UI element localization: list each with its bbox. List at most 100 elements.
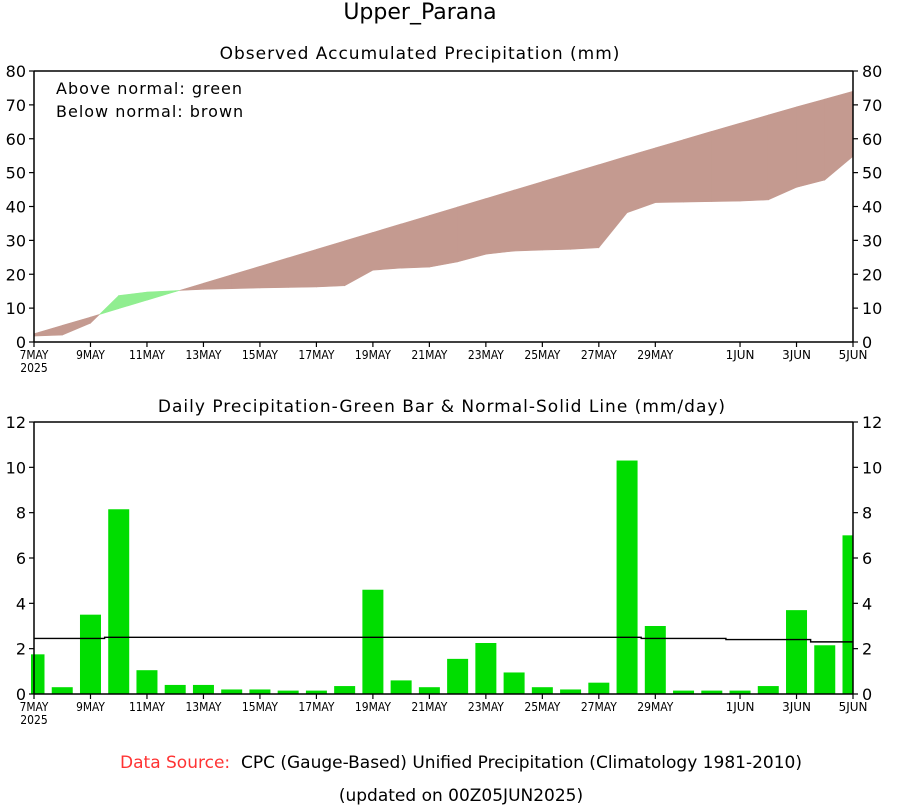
- x-tick-label: 17MAY: [298, 348, 334, 362]
- y-tick-label-right: 0: [862, 685, 872, 704]
- y-tick-label-right: 40: [862, 198, 882, 217]
- accumulated-chart: 0 0 10 10 20 20 30 30 40 40 50 50 60 60 70 70 80 80 7MAY20…: [6, 62, 883, 375]
- daily-precip-bar: [51, 687, 73, 694]
- daily-precip-bar: [531, 687, 553, 694]
- x-tick-label: 25MAY: [524, 700, 560, 714]
- x-tick-label: 29MAY: [637, 700, 673, 714]
- legend-above-normal: Above normal: green: [56, 79, 244, 98]
- daily-precip-bar: [305, 690, 327, 694]
- daily-precip-bar: [757, 686, 779, 694]
- y-tick-label-left: 40: [6, 198, 26, 217]
- daily-precip-bar: [79, 614, 101, 694]
- x-tick-label: 1JUN: [726, 348, 755, 362]
- y-tick-label-right: 70: [862, 96, 882, 115]
- below-normal-area: [61, 316, 91, 336]
- y-tick-label-left: 2: [16, 640, 26, 659]
- y-tick-label-right: 10: [862, 458, 882, 477]
- y-tick-label-right: 2: [862, 640, 872, 659]
- x-tick-label: 3JUN: [782, 348, 811, 362]
- daily-precip-bar: [475, 643, 497, 694]
- below-normal-area: [203, 274, 232, 290]
- below-normal-area: [570, 164, 600, 250]
- below-normal-area: [626, 147, 656, 214]
- x-tick-label: 13MAY: [185, 348, 221, 362]
- daily-precip-bar: [418, 687, 440, 694]
- daily-precip-bar: [192, 684, 214, 694]
- daily-precip-bar: [729, 690, 751, 694]
- x-tick-label: 7MAY: [20, 700, 49, 714]
- y-tick-label-right: 80: [862, 62, 882, 81]
- y-tick-label-right: 12: [862, 413, 882, 432]
- below-normal-area: [316, 240, 345, 288]
- legend-below-normal: Below normal: brown: [56, 102, 245, 121]
- daily-precip-bar: [814, 645, 836, 694]
- daily-precip-bar: [334, 686, 356, 694]
- daily-precip-bar: [31, 654, 45, 694]
- x-tick-label: 11MAY: [129, 700, 165, 714]
- y-tick-label-right: 60: [862, 130, 882, 149]
- y-tick-label-right: 30: [862, 231, 882, 250]
- above-normal-area: [118, 291, 148, 310]
- below-normal-area: [259, 257, 289, 289]
- below-normal-area: [179, 282, 204, 291]
- daily-precip-bar: [786, 610, 808, 694]
- below-normal-area: [429, 206, 458, 268]
- daily-precip-bar: [249, 689, 271, 694]
- below-normal-area: [767, 106, 797, 201]
- y-tick-label-left: 30: [6, 231, 26, 250]
- y-tick-label-left: 6: [16, 549, 26, 568]
- x-tick-label: 11MAY: [129, 348, 165, 362]
- x-tick-label: 15MAY: [242, 348, 278, 362]
- y-tick-label-left: 50: [6, 164, 26, 183]
- x-tick-label: 5JUN: [839, 700, 868, 714]
- below-normal-area: [344, 232, 374, 287]
- x-tick-sublabel-year: 2025: [20, 361, 47, 375]
- x-tick-label: 5JUN: [839, 348, 868, 362]
- daily-precip-bar: [842, 535, 853, 694]
- above-normal-area: [174, 290, 180, 293]
- below-normal-area: [655, 139, 684, 203]
- daily-precip-bar: [164, 684, 186, 694]
- y-tick-label-left: 10: [6, 299, 26, 318]
- below-normal-area: [33, 325, 63, 337]
- x-tick-label: 9MAY: [76, 700, 105, 714]
- y-tick-label-right: 20: [862, 265, 882, 284]
- x-tick-label: 29MAY: [637, 348, 673, 362]
- normal-line: [34, 636, 853, 643]
- x-tick-label: 21MAY: [411, 348, 447, 362]
- y-tick-label-right: 6: [862, 549, 872, 568]
- accumulated-chart-title: Observed Accumulated Precipitation (mm): [219, 44, 621, 64]
- daily-chart-title: Daily Precipitation-Green Bar & Normal-S…: [157, 397, 727, 417]
- daily-precip-bar: [673, 690, 695, 694]
- daily-precip-bar: [221, 689, 243, 694]
- y-tick-label-left: 12: [6, 413, 26, 432]
- daily-precip-bar: [503, 672, 525, 694]
- x-tick-label: 27MAY: [581, 700, 617, 714]
- source-label: Data Source:: [120, 753, 231, 773]
- below-normal-area: [372, 223, 402, 271]
- below-normal-area: [90, 314, 100, 324]
- x-tick-label: 17MAY: [298, 700, 334, 714]
- y-tick-label-right: 10: [862, 299, 882, 318]
- x-tick-label: 23MAY: [468, 700, 504, 714]
- source-text: CPC (Gauge-Based) Unified Precipitation …: [240, 753, 802, 773]
- below-normal-area: [457, 198, 487, 263]
- y-tick-label-left: 60: [6, 130, 26, 149]
- daily-precip-bar: [447, 658, 469, 694]
- below-normal-area: [796, 98, 826, 188]
- below-normal-area: [485, 189, 515, 255]
- below-normal-area: [598, 155, 628, 249]
- x-tick-label: 15MAY: [242, 700, 278, 714]
- x-tick-label: 3JUN: [782, 700, 811, 714]
- accumulated-fill-areas: [33, 90, 854, 337]
- y-tick-label-left: 80: [6, 62, 26, 81]
- below-normal-area: [287, 248, 317, 288]
- y-tick-label-left: 70: [6, 96, 26, 115]
- x-tick-label: 19MAY: [355, 700, 391, 714]
- y-tick-label-right: 8: [862, 504, 872, 523]
- x-tick-label: 25MAY: [524, 348, 560, 362]
- y-tick-label-left: 8: [16, 504, 26, 523]
- y-tick-label-right: 50: [862, 164, 882, 183]
